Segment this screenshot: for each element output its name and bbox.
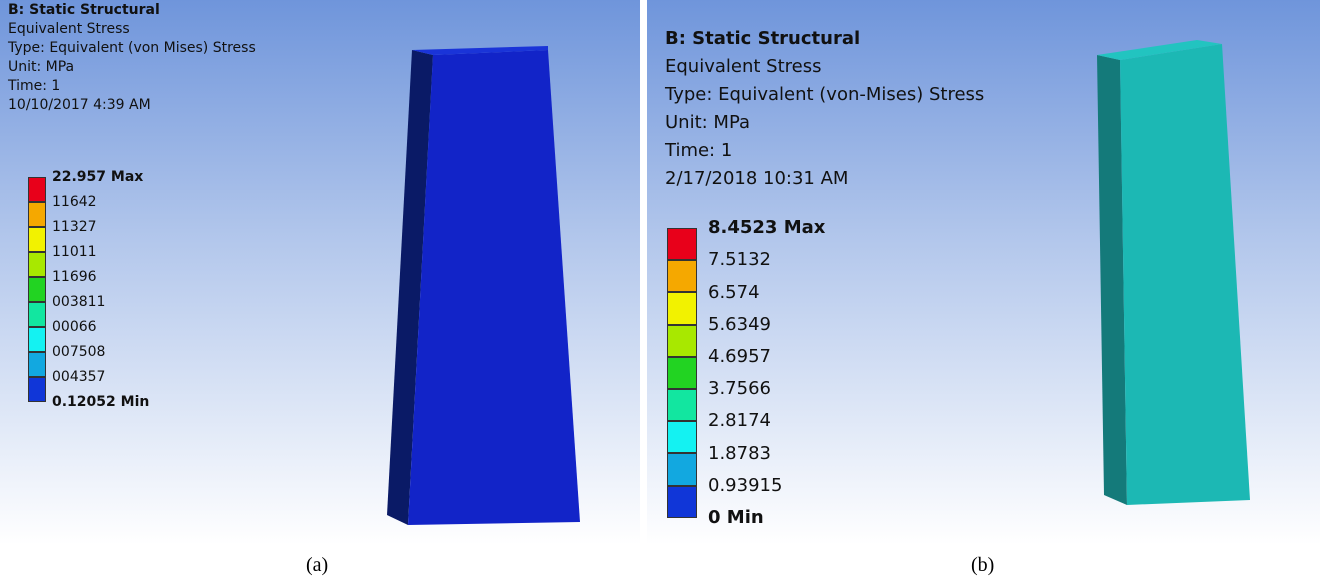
legend-swatch: [28, 252, 46, 277]
caption: (b): [971, 554, 994, 577]
result-title: B: Static Structural: [8, 2, 160, 18]
page: B: Static Structural Equivalent Stress Typ…: [0, 0, 1320, 586]
result-info: Equivalent Stress: [8, 21, 130, 37]
panel-a: B: Static Structural Equivalent Stress Typ…: [0, 0, 640, 545]
result-info: Equivalent Stress: [665, 56, 821, 77]
legend-label: 6.574: [708, 282, 760, 303]
legend-swatch: [667, 421, 697, 453]
legend-label: 00066: [52, 319, 97, 335]
result-info: Type: Equivalent (von-Mises) Stress: [665, 84, 984, 105]
legend-label: 7.5132: [708, 249, 771, 270]
model-front: [408, 50, 580, 525]
legend-swatch: [667, 389, 697, 421]
legend-swatch: [667, 453, 697, 485]
legend-label: 2.8174: [708, 410, 771, 431]
legend-label: 004357: [52, 369, 105, 385]
panel-b: B: Static Structural Equivalent Stress Typ…: [647, 0, 1320, 545]
legend-swatch: [28, 352, 46, 377]
legend-swatch: [28, 327, 46, 352]
result-info: 2/17/2018 10:31 AM: [665, 168, 848, 189]
legend-label: 0.93915: [708, 475, 782, 496]
result-info: Time: 1: [8, 78, 60, 94]
legend-label: 0 Min: [708, 507, 764, 528]
legend-swatch: [667, 228, 697, 260]
legend-swatch: [28, 302, 46, 327]
result-info: Time: 1: [665, 140, 732, 161]
legend-label: 003811: [52, 294, 105, 310]
caption: (a): [306, 554, 328, 577]
legend-label: 11642: [52, 194, 97, 210]
legend-swatch: [667, 486, 697, 518]
legend-label: 3.7566: [708, 378, 771, 399]
legend-label: 11696: [52, 269, 97, 285]
model-front: [1120, 44, 1250, 505]
legend-swatch: [667, 260, 697, 292]
result-info: 10/10/2017 4:39 AM: [8, 97, 151, 113]
legend-swatch: [28, 277, 46, 302]
legend-label: 11011: [52, 244, 97, 260]
result-title: B: Static Structural: [665, 28, 860, 49]
result-info: Unit: MPa: [8, 59, 74, 75]
result-info: Unit: MPa: [665, 112, 750, 133]
result-info: Type: Equivalent (von Mises) Stress: [8, 40, 256, 56]
legend-label: 007508: [52, 344, 105, 360]
legend-label: 1.8783: [708, 443, 771, 464]
legend-swatch: [667, 292, 697, 324]
legend-label: 0.12052 Min: [52, 394, 149, 410]
legend-label: 5.6349: [708, 314, 771, 335]
legend-swatch: [28, 227, 46, 252]
legend-label: 8.4523 Max: [708, 217, 825, 238]
legend-label: 22.957 Max: [52, 169, 143, 185]
legend-swatch: [28, 202, 46, 227]
legend-swatch: [667, 357, 697, 389]
legend-swatch: [28, 377, 46, 402]
legend-swatch: [28, 177, 46, 202]
legend-label: 11327: [52, 219, 97, 235]
legend-swatch: [667, 325, 697, 357]
legend-label: 4.6957: [708, 346, 771, 367]
